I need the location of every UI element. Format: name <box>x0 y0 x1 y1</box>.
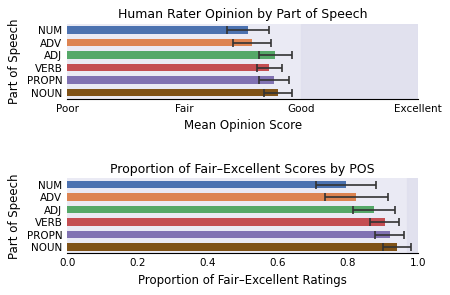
Y-axis label: Part of Speech: Part of Speech <box>9 173 21 258</box>
Bar <box>407 178 418 253</box>
Bar <box>68 218 384 226</box>
Bar <box>0 51 275 59</box>
Title: Proportion of Fair–Excellent Scores by POS: Proportion of Fair–Excellent Scores by P… <box>110 163 375 176</box>
Bar <box>68 206 374 213</box>
Bar <box>0 26 248 34</box>
X-axis label: Mean Opinion Score: Mean Opinion Score <box>184 119 302 132</box>
Bar <box>68 181 346 188</box>
Bar <box>68 243 397 251</box>
Bar <box>68 193 356 201</box>
Bar <box>301 24 418 99</box>
X-axis label: Proportion of Fair–Excellent Ratings: Proportion of Fair–Excellent Ratings <box>138 274 347 287</box>
Title: Human Rater Opinion by Part of Speech: Human Rater Opinion by Part of Speech <box>118 8 367 21</box>
Bar <box>0 64 270 71</box>
Bar <box>0 39 252 46</box>
Bar <box>68 231 390 238</box>
Y-axis label: Part of Speech: Part of Speech <box>9 19 21 104</box>
Bar <box>0 89 278 96</box>
Bar <box>0 76 274 84</box>
